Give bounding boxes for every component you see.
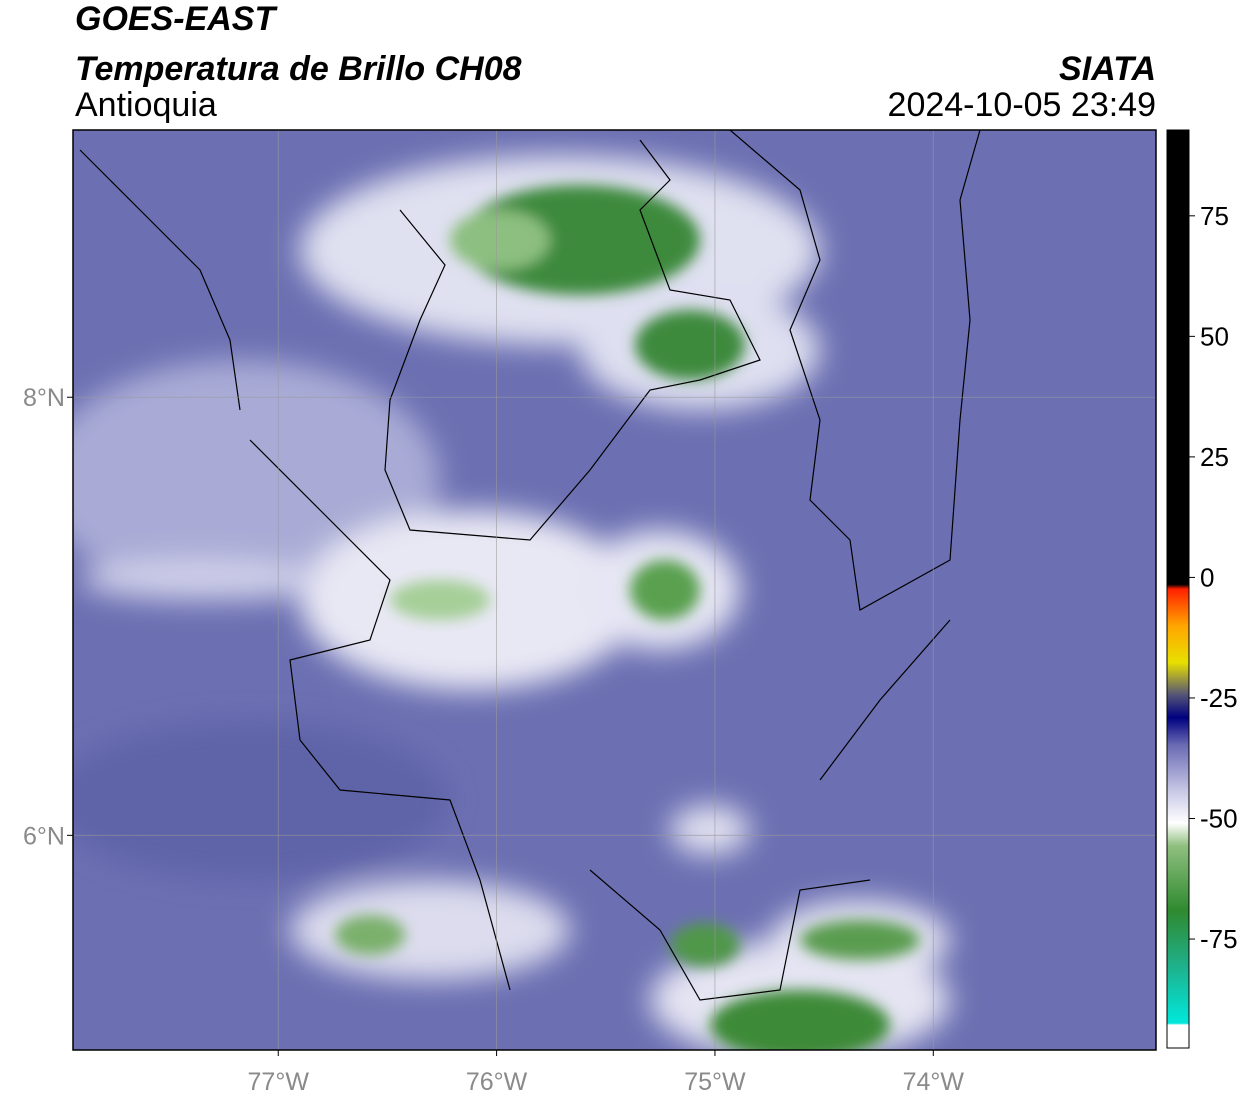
colorbar-tick-label: 50	[1200, 321, 1229, 351]
map-frame	[72, 129, 1157, 1051]
source: SIATA	[1059, 50, 1156, 88]
region: Antioquia	[75, 86, 217, 124]
x-tick-label: 76°W	[466, 1068, 528, 1096]
graticule	[73, 130, 1156, 1050]
satellite-image	[73, 130, 1156, 1050]
x-tick-label: 75°W	[684, 1068, 746, 1096]
colorbar-tick-label: -25	[1200, 683, 1238, 713]
colorbar-tick-label: 0	[1200, 562, 1214, 592]
colorbar	[1166, 129, 1190, 1049]
colorbar-tick-label: 25	[1200, 442, 1229, 472]
x-tick-label: 74°W	[903, 1068, 965, 1096]
title: GOES-EAST	[75, 0, 278, 38]
colorbar-tick-label: 75	[1200, 201, 1229, 231]
subtitle: Temperatura de Brillo CH08	[75, 50, 522, 88]
timestamp: 2024-10-05 23:49	[888, 86, 1156, 124]
colorbar-tick-label: -75	[1200, 924, 1238, 954]
colorbar-tick-label: -50	[1200, 804, 1238, 834]
x-tick-label: 77°W	[248, 1068, 310, 1096]
y-tick-label: 8°N	[23, 384, 65, 412]
y-tick-label: 6°N	[23, 822, 65, 850]
